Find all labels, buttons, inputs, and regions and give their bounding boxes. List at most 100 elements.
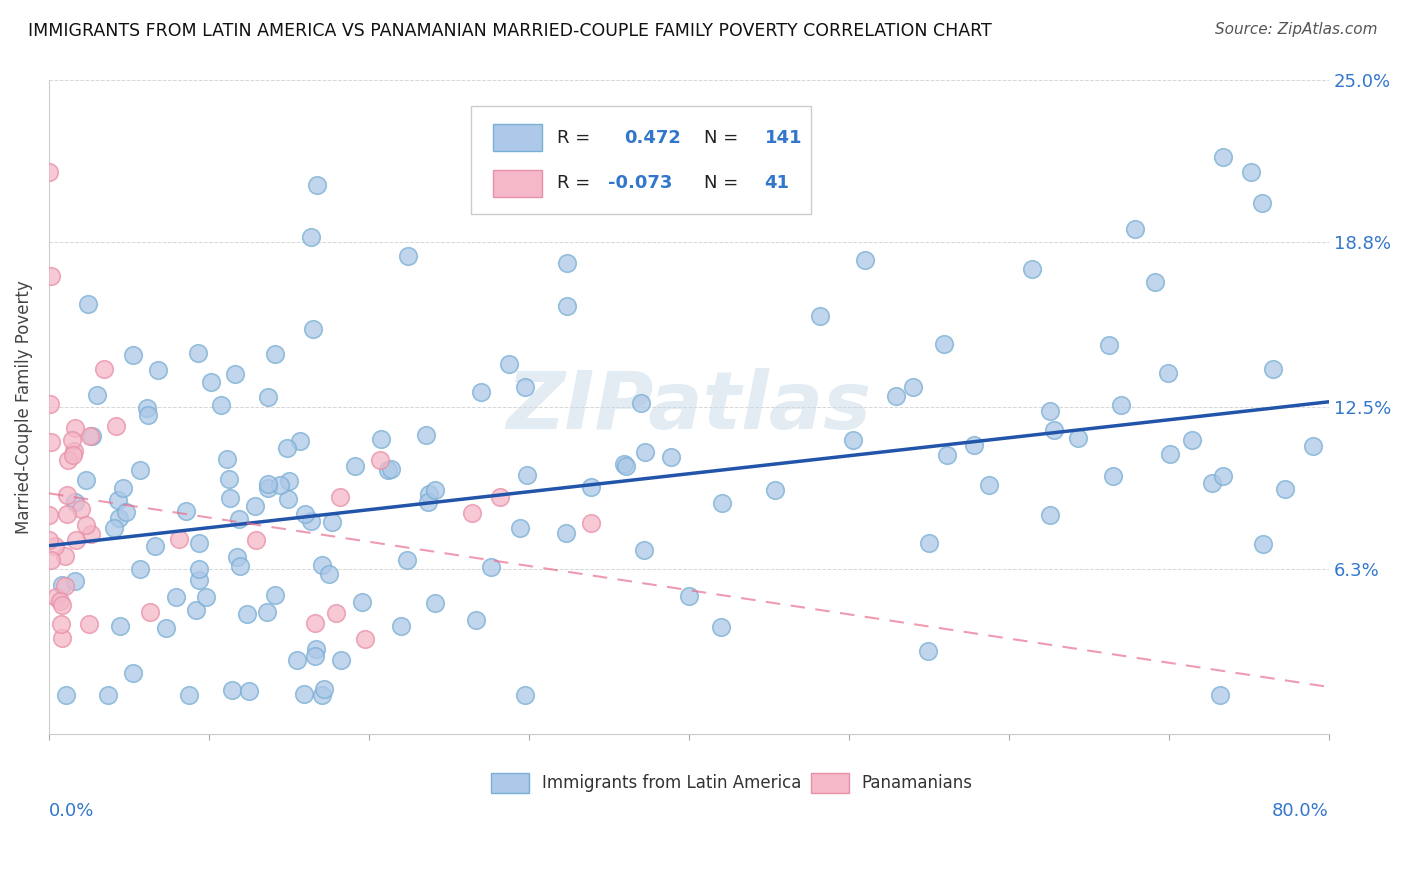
Text: 141: 141	[765, 128, 801, 147]
Point	[62, 448, 84, 462]
Point	[396, 249, 419, 263]
Point	[299, 230, 322, 244]
Text: ZIPatlas: ZIPatlas	[506, 368, 872, 446]
Point	[186, 603, 208, 617]
Point	[107, 493, 129, 508]
Point	[1021, 262, 1043, 277]
Point	[377, 463, 399, 477]
FancyBboxPatch shape	[810, 773, 849, 793]
Point	[370, 453, 392, 467]
Point	[311, 558, 333, 573]
Point	[330, 653, 353, 667]
Point	[65, 533, 87, 548]
Point	[1240, 165, 1263, 179]
Point	[104, 419, 127, 434]
Point	[1123, 221, 1146, 235]
Point	[613, 458, 636, 472]
Point	[235, 607, 257, 621]
Point	[979, 478, 1001, 492]
Point	[304, 648, 326, 663]
Text: 0.472: 0.472	[624, 128, 681, 147]
Point	[963, 438, 986, 452]
Point	[329, 490, 352, 504]
Point	[60, 433, 83, 447]
Point	[224, 367, 246, 381]
Point	[70, 502, 93, 516]
Point	[294, 508, 316, 522]
Point	[1209, 688, 1232, 702]
Point	[77, 616, 100, 631]
Point	[415, 428, 437, 442]
Point	[245, 533, 267, 547]
Point	[461, 506, 484, 520]
Point	[1159, 447, 1181, 461]
Point	[277, 474, 299, 488]
Point	[112, 481, 135, 495]
Point	[221, 682, 243, 697]
Point	[129, 562, 152, 576]
Point	[96, 688, 118, 702]
Point	[579, 480, 602, 494]
Point	[1212, 469, 1234, 483]
Point	[194, 591, 217, 605]
Point	[55, 688, 77, 702]
Text: IMMIGRANTS FROM LATIN AMERICA VS PANAMANIAN MARRIED-COUPLE FAMILY POVERTY CORREL: IMMIGRANTS FROM LATIN AMERICA VS PANAMAN…	[28, 22, 991, 40]
Point	[711, 495, 734, 509]
Point	[305, 642, 328, 657]
Point	[1212, 149, 1234, 163]
Point	[122, 665, 145, 680]
Point	[51, 578, 73, 592]
Point	[425, 483, 447, 497]
Point	[136, 408, 159, 422]
Point	[285, 653, 308, 667]
Point	[167, 532, 190, 546]
Text: 41: 41	[765, 175, 789, 193]
Point	[1302, 439, 1324, 453]
Point	[93, 362, 115, 376]
Y-axis label: Married-Couple Family Poverty: Married-Couple Family Poverty	[15, 280, 32, 534]
Point	[229, 558, 252, 573]
Point	[659, 450, 682, 465]
Point	[314, 682, 336, 697]
Point	[470, 384, 492, 399]
Point	[263, 588, 285, 602]
Point	[509, 521, 531, 535]
Text: N =: N =	[704, 128, 744, 147]
Point	[38, 397, 60, 411]
Point	[187, 346, 209, 360]
Point	[557, 255, 579, 269]
Point	[188, 562, 211, 576]
Text: R =: R =	[557, 128, 596, 147]
Point	[155, 621, 177, 635]
Point	[49, 593, 72, 607]
Point	[1039, 404, 1062, 418]
Point	[464, 613, 486, 627]
Text: -0.073: -0.073	[609, 175, 672, 193]
Point	[51, 598, 73, 612]
Point	[45, 591, 67, 605]
Point	[488, 490, 510, 504]
Point	[1201, 475, 1223, 490]
Point	[354, 632, 377, 646]
Point	[41, 553, 63, 567]
FancyBboxPatch shape	[471, 106, 810, 214]
Point	[292, 687, 315, 701]
Point	[1157, 366, 1180, 380]
Point	[243, 499, 266, 513]
Point	[325, 606, 347, 620]
Point	[39, 269, 62, 284]
FancyBboxPatch shape	[494, 124, 541, 151]
Point	[209, 398, 232, 412]
Point	[200, 375, 222, 389]
Point	[218, 491, 240, 506]
Point	[391, 619, 413, 633]
Point	[80, 429, 103, 443]
Point	[65, 574, 87, 589]
Point	[395, 553, 418, 567]
Point	[678, 590, 700, 604]
Point	[143, 540, 166, 554]
Point	[38, 508, 60, 522]
Point	[75, 518, 97, 533]
Point	[228, 512, 250, 526]
Point	[1181, 433, 1204, 447]
